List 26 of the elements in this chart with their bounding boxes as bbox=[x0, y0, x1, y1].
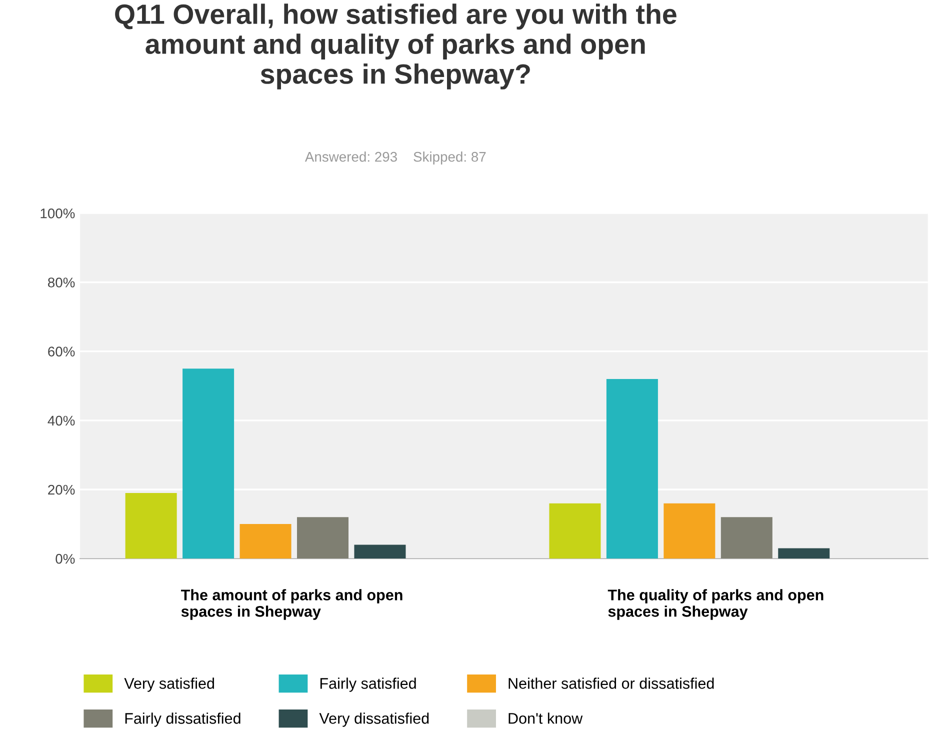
legend-label: Fairly dissatisfied bbox=[125, 712, 240, 727]
bar bbox=[664, 503, 716, 559]
bar bbox=[720, 517, 772, 559]
legend-label: Very satisfied bbox=[124, 678, 214, 692]
chart-subtitle: Answered: 293 Skipped: 87 bbox=[304, 152, 486, 164]
bar bbox=[297, 517, 349, 559]
chart-title: Q11 Overall, how satisfied are you with the amount and quality of parks and open spaces in Shepway? bbox=[115, 4, 676, 90]
bar bbox=[354, 544, 406, 559]
bar bbox=[240, 524, 292, 559]
bar bbox=[549, 503, 601, 559]
legend-label: Very dissatisfied bbox=[319, 712, 429, 727]
legend-label: Don't know bbox=[508, 712, 583, 724]
y-tick-label: 60% bbox=[48, 346, 75, 356]
y-tick-label: 0% bbox=[56, 554, 75, 564]
bar bbox=[182, 368, 234, 559]
y-tick-label: 100% bbox=[40, 208, 75, 218]
bar bbox=[778, 548, 830, 559]
legend-label: Neither satisfied or dissatisfied bbox=[508, 678, 714, 689]
y-tick-label: 20% bbox=[48, 484, 75, 495]
bar bbox=[125, 492, 177, 559]
x-tick-label: The amount of parks and open spaces in Shepway bbox=[181, 589, 402, 620]
y-tick-label: 40% bbox=[48, 416, 75, 426]
y-tick-label: 80% bbox=[48, 278, 75, 288]
bar bbox=[606, 378, 658, 559]
x-tick-label: The quality of parks and open spaces in Shepway bbox=[608, 589, 824, 620]
legend-label: Fairly satisfied bbox=[320, 678, 416, 692]
